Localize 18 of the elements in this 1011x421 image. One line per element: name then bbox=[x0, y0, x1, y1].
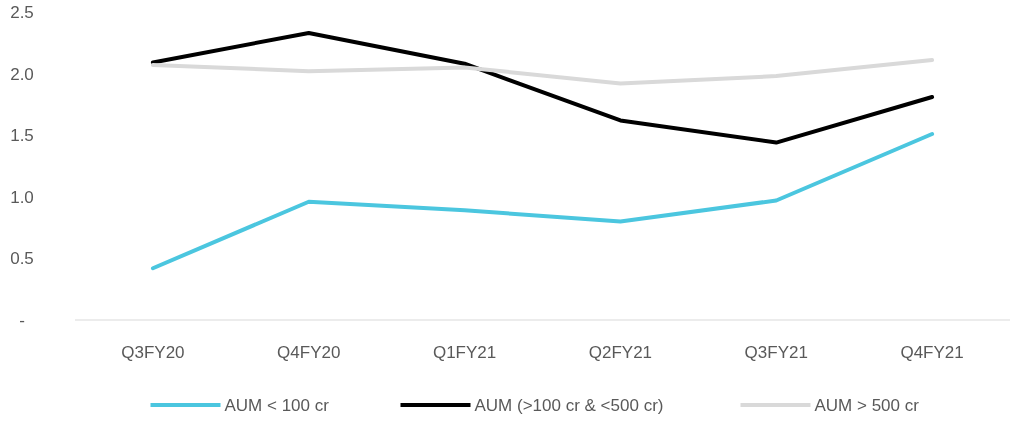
y-tick-label: - bbox=[19, 310, 25, 330]
line-series bbox=[150, 30, 935, 145]
x-tick-label: Q4FY20 bbox=[277, 343, 341, 362]
x-tick-label: Q3FY20 bbox=[121, 343, 185, 362]
y-tick-label: 2.0 bbox=[10, 64, 34, 84]
x-tick-label: Q3FY21 bbox=[744, 343, 808, 362]
y-tick-label: 1.0 bbox=[10, 187, 34, 207]
y-tick-label: 1.5 bbox=[10, 126, 34, 146]
line-series bbox=[150, 58, 935, 86]
y-tick-label: 2.5 bbox=[10, 2, 34, 22]
x-tick-label: Q1FY21 bbox=[432, 343, 497, 362]
x-tick-label: Q4FY21 bbox=[900, 343, 964, 362]
line-series bbox=[150, 131, 935, 271]
y-tick-label: 0.5 bbox=[10, 249, 34, 269]
legend-label: AUM (>100 cr & <500 cr) bbox=[474, 395, 664, 415]
x-tick-label: Q2FY21 bbox=[588, 343, 653, 362]
legend-label: AUM < 100 cr bbox=[224, 395, 330, 415]
legend-label: AUM > 500 cr bbox=[814, 395, 920, 415]
